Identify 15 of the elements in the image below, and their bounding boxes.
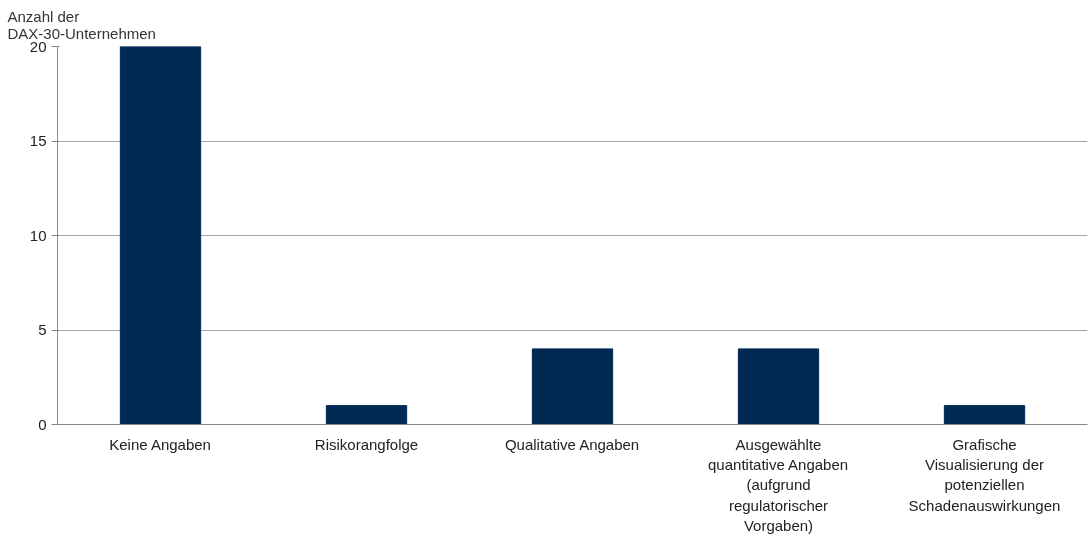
x-tick-label: Risikorangfolge [314, 435, 419, 453]
y-tick-label: 10 [29, 226, 47, 244]
bar [737, 348, 820, 425]
bar [119, 46, 202, 425]
x-tick-label: Qualitative Angaben [504, 435, 640, 453]
x-tick-label: Grafische Visualisierung der potenziellen Schadenauswirkungen [908, 435, 1061, 514]
bar [943, 405, 1026, 425]
y-tick-label: 0 [38, 415, 47, 433]
bar [531, 348, 614, 425]
x-tick-label: Ausgewählte quantitative Angaben (aufgrund regulatorischer Vorgaben) [708, 435, 849, 535]
bar [325, 405, 408, 425]
y-tick-label: 15 [29, 132, 47, 149]
y-axis-title: Anzahl der DAX-30-Unternehmen [7, 7, 156, 42]
y-tick-label: 5 [38, 321, 47, 338]
x-tick-label: Keine Angaben [109, 435, 211, 453]
